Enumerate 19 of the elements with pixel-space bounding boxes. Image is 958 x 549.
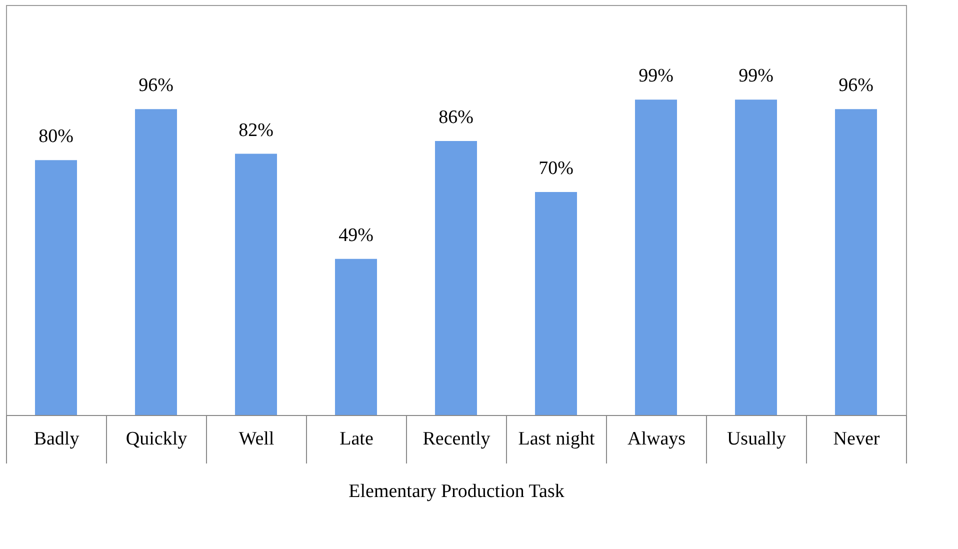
x-tick-label: Quickly (126, 428, 188, 450)
x-tick-label: Badly (34, 428, 80, 450)
x-tick-label: Recently (422, 428, 491, 450)
x-tick-label: Usually (726, 428, 787, 450)
x-axis-title: Elementary Production Task (348, 481, 565, 502)
data-label: 80% (38, 126, 74, 148)
data-label: 49% (338, 224, 374, 246)
data-label: 96% (138, 75, 174, 96)
data-label: 86% (438, 107, 474, 128)
data-label: 99% (738, 66, 774, 87)
x-tick-label: Well (238, 428, 274, 450)
x-tick-label: Last night (518, 428, 596, 450)
x-tick-label: Always (627, 428, 686, 450)
data-label: 99% (638, 66, 674, 87)
x-tick-label: Late (340, 428, 374, 450)
x-tick-label: Never (833, 428, 880, 450)
data-label: 82% (238, 120, 274, 141)
data-label: 96% (838, 75, 874, 96)
data-label: 70% (538, 158, 574, 179)
